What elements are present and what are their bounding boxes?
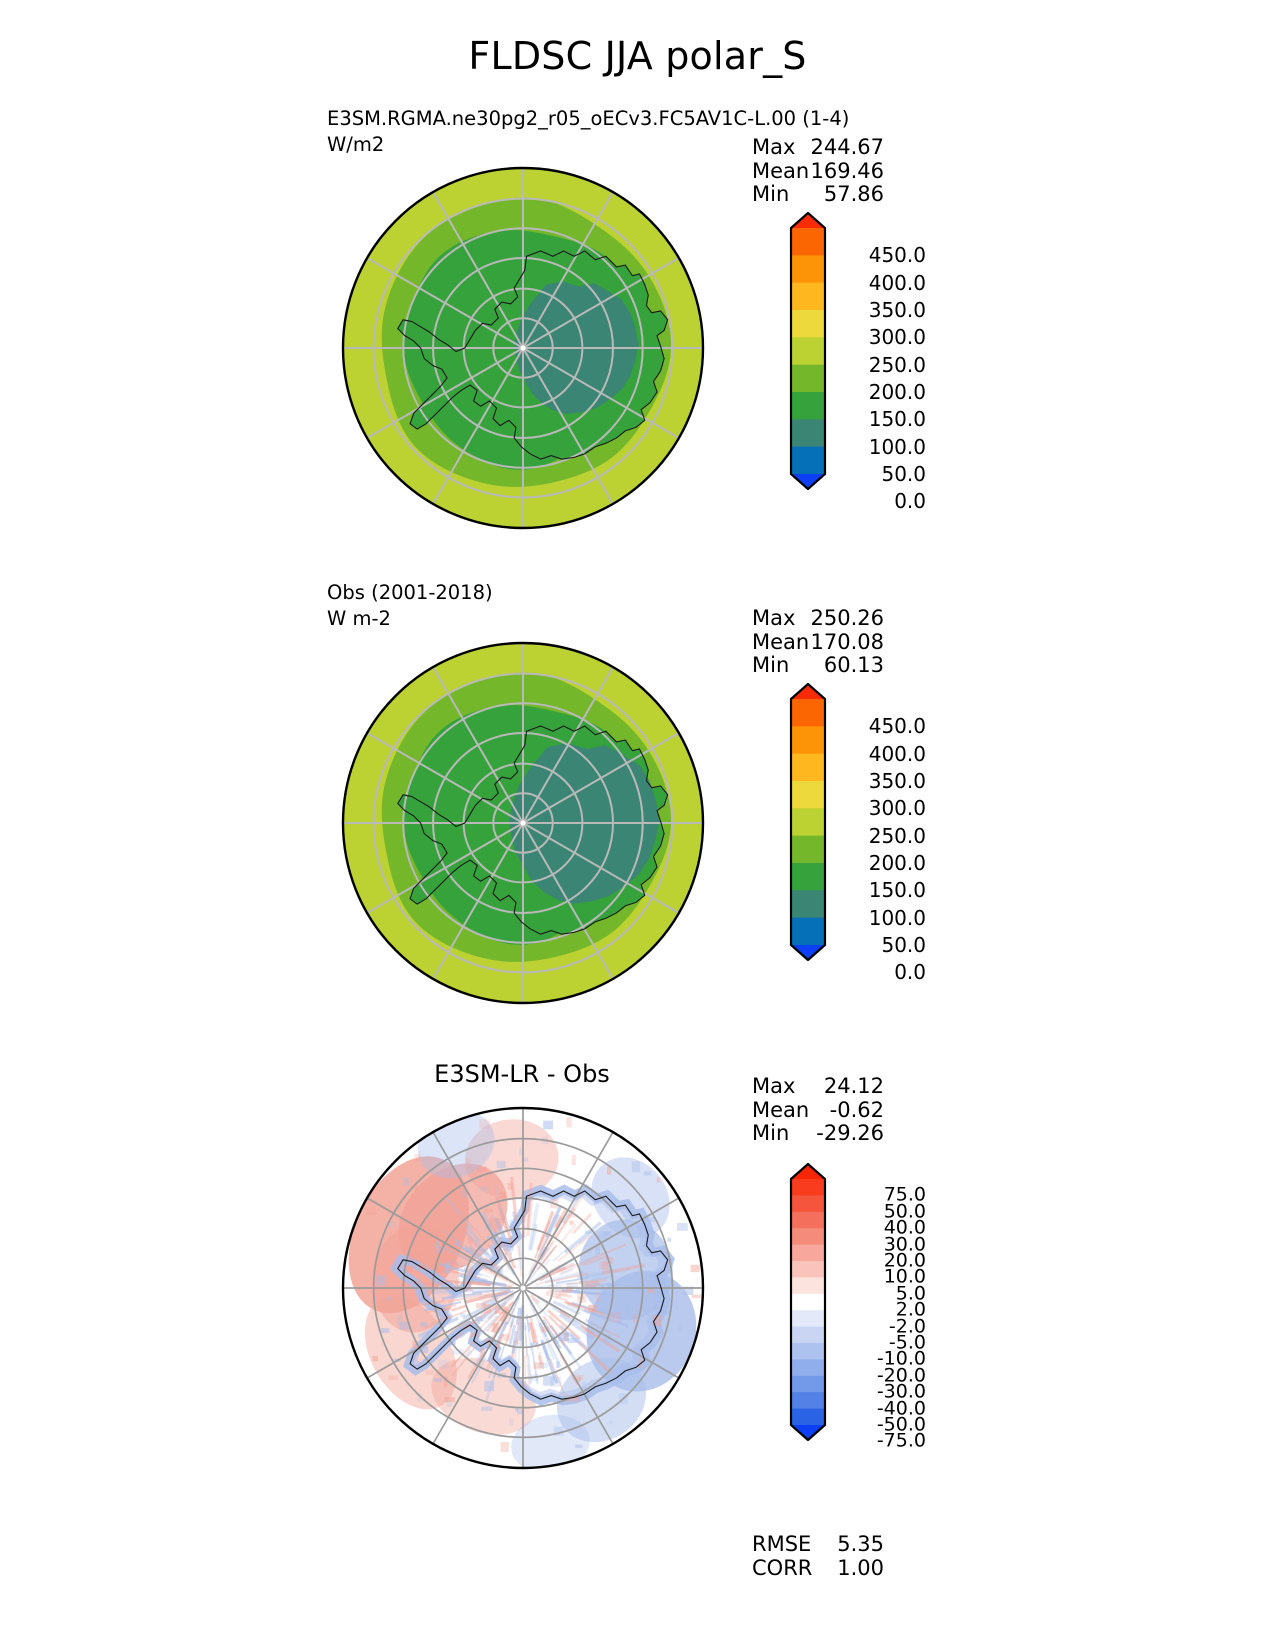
- colorbar-tick-label: 150.0: [868, 407, 926, 432]
- panel-model-caption-line2: W/m2: [327, 133, 385, 156]
- colorbar-tick-label: 100.0: [868, 434, 926, 459]
- colorbar-tick-label: 300.0: [868, 796, 926, 821]
- colorbar-tick-label: 300.0: [868, 325, 926, 350]
- panel-obs-caption-line2: W m-2: [327, 607, 391, 630]
- colorbar-tick-label: 400.0: [868, 270, 926, 295]
- stat-row: Max 24.12: [752, 1074, 884, 1099]
- stat-label: Max: [752, 606, 796, 630]
- colorbar-tick-label: 200.0: [868, 380, 926, 404]
- colorbar-tick-label: 400.0: [868, 741, 926, 766]
- score-row: RMSE 5.35: [752, 1532, 884, 1557]
- score-label: CORR: [752, 1555, 813, 1580]
- stat-label: Mean: [752, 158, 810, 183]
- colorbar-tick-label: 20.0: [883, 1249, 926, 1272]
- score-value: 5.35: [837, 1532, 884, 1556]
- colorbar-tick-label: 75.0: [883, 1183, 926, 1206]
- colorbar-tick-label: 5.0: [895, 1282, 926, 1305]
- colorbar-tick-label: -2.0: [888, 1315, 926, 1338]
- colorbar-tick-label: 200.0: [868, 851, 926, 875]
- polar-map-diff: [341, 1100, 705, 1476]
- stat-label: Mean: [752, 629, 810, 654]
- colorbar-tick-label: 100.0: [868, 905, 926, 930]
- colorbar-tick-label: -40.0: [876, 1397, 926, 1420]
- colorbar-tick-label: 250.0: [868, 823, 926, 848]
- panel-obs-stats: Max 250.26 Mean 170.08 Min 60.13: [752, 606, 884, 678]
- figure-title: FLDSC JJA polar_S: [468, 34, 807, 78]
- colorbar-tick-label: 450.0: [868, 243, 926, 268]
- colorbar-tick-label: 10.0: [883, 1265, 926, 1288]
- colorbar-tick-label: -75.0: [876, 1429, 926, 1452]
- stat-row: Min 60.13: [752, 653, 884, 678]
- colorbar-tick-label: -5.0: [888, 1331, 926, 1354]
- stat-value: 60.13: [823, 653, 884, 677]
- score-value: 1.00: [837, 1555, 884, 1580]
- colorbar-model: 450.0 400.0 350.0 300.0 250.0 200.0 150.0 100.0…: [788, 212, 926, 511]
- stat-value: -29.26: [816, 1121, 884, 1145]
- stat-row: Mean -0.62: [752, 1097, 884, 1123]
- score-label: RMSE: [752, 1532, 812, 1556]
- stat-row: Max 244.67: [752, 135, 884, 160]
- colorbar-tick-label: 30.0: [883, 1233, 926, 1256]
- polar-map-obs: [341, 635, 705, 1011]
- stat-label: Max: [752, 1074, 796, 1098]
- colorbar-tick-label: 450.0: [868, 714, 926, 739]
- stat-row: Mean 169.46: [752, 158, 884, 184]
- stat-value: 170.08: [810, 629, 884, 654]
- panel-model: E3SM.RGMA.ne30pg2_r05_oECv3.FC5AV1C-L.00…: [0, 100, 1275, 570]
- stat-value: 244.67: [810, 135, 884, 159]
- stat-value: -0.62: [829, 1097, 884, 1122]
- colorbar-tick-label: -10.0: [876, 1347, 926, 1370]
- colorbar-tick-label: 40.0: [883, 1216, 926, 1239]
- stat-row: Max 250.26: [752, 606, 884, 631]
- colorbar-tick-label: -50.0: [876, 1413, 926, 1436]
- score-row: CORR 1.00: [752, 1555, 884, 1581]
- stat-row: Min 57.86: [752, 182, 884, 207]
- stat-label: Min: [752, 182, 790, 206]
- stat-label: Mean: [752, 1097, 810, 1122]
- stat-value: 24.12: [823, 1074, 884, 1098]
- stat-row: Mean 170.08: [752, 629, 884, 655]
- stat-value: 169.46: [810, 158, 884, 183]
- panel-diff-stats: Max 24.12 Mean -0.62 Min -29.26: [752, 1074, 884, 1146]
- panel-diff: E3SM-LR - Obs Max 24.12 Mean -0.62 Min -…: [0, 1050, 1275, 1650]
- colorbar-tick-label: -30.0: [876, 1380, 926, 1403]
- panel-model-stats: Max 244.67 Mean 169.46 Min 57.86: [752, 135, 884, 207]
- colorbar-tick-label: 50.0: [881, 462, 926, 486]
- stat-label: Min: [752, 653, 790, 677]
- stat-label: Min: [752, 1121, 790, 1145]
- colorbar-tick-label: 250.0: [868, 352, 926, 377]
- panel-diff-scores: RMSE 5.35 CORR 1.00: [752, 1532, 884, 1581]
- panel-obs: Obs (2001-2018) W m-2 Max 250.26 Mean 17…: [0, 570, 1275, 1050]
- colorbar-tick-label: 50.0: [881, 933, 926, 957]
- colorbar-tick-label: 350.0: [868, 769, 926, 793]
- colorbar-tick-label: 50.0: [883, 1200, 926, 1223]
- colorbar-tick-label: -20.0: [876, 1364, 926, 1387]
- colorbar-diff: 75.0 50.0 40.0 30.0 20.0 10.0 5.0 2.0 -2.0 -5.0 -1…: [788, 1163, 926, 1450]
- stat-value: 250.26: [810, 606, 884, 630]
- polar-map-model: [341, 160, 705, 536]
- stat-value: 57.86: [823, 182, 884, 206]
- colorbar-tick-label: 2.0: [895, 1298, 926, 1321]
- panel-diff-caption: E3SM-LR - Obs: [434, 1060, 610, 1088]
- colorbar-tick-label: 0.0: [894, 489, 926, 514]
- stat-label: Max: [752, 135, 796, 159]
- colorbar-tick-label: 150.0: [868, 878, 926, 903]
- panel-model-caption-line1: E3SM.RGMA.ne30pg2_r05_oECv3.FC5AV1C-L.00…: [327, 107, 850, 130]
- colorbar-tick-label: 0.0: [894, 960, 926, 985]
- colorbar-tick-label: 350.0: [868, 298, 926, 322]
- colorbar-obs: 450.0 400.0 350.0 300.0 250.0 200.0 150.0 100.0…: [788, 683, 926, 982]
- stat-row: Min -29.26: [752, 1121, 884, 1146]
- panel-obs-caption-line1: Obs (2001-2018): [327, 581, 493, 604]
